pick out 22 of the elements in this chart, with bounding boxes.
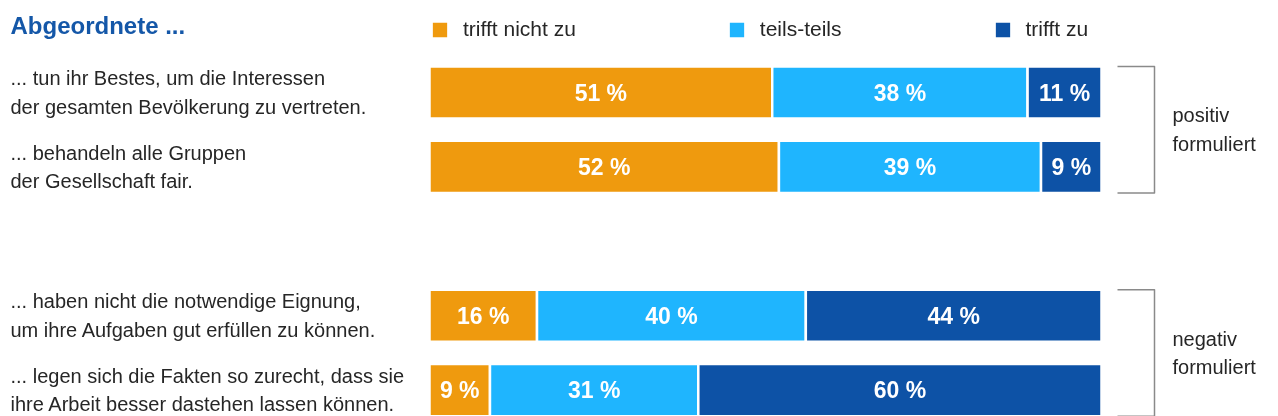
data-label: 16 %: [457, 302, 510, 329]
y-tick-label: ... haben nicht die notwendige Eignung, um ihre Aufgaben gut erfüllen zu können.: [10, 290, 376, 341]
data-label: 9 %: [439, 377, 480, 404]
data-label: 44 %: [927, 302, 980, 329]
text: negativ formuliert: [1172, 327, 1257, 379]
legend-label: teils-teils: [759, 17, 842, 41]
data-label: 40 %: [645, 302, 698, 329]
data-label: 9 %: [1051, 153, 1092, 180]
data-label: 31 %: [567, 377, 621, 404]
text: Abgeordnete ...: [10, 12, 186, 39]
data-label: 39 %: [883, 153, 937, 180]
legend-label: trifft zu: [1025, 17, 1089, 41]
data-label: 60 %: [873, 377, 927, 404]
data-label: 38 %: [873, 79, 927, 106]
text: positiv formuliert: [1172, 104, 1257, 155]
legend-label: trifft nicht zu: [463, 17, 576, 41]
data-label: 11 %: [1038, 79, 1091, 106]
data-label: 51 %: [574, 79, 628, 106]
y-tick-label: ... behandeln alle Gruppen der Gesellschaft fair.: [10, 141, 247, 193]
data-label: 52 %: [578, 153, 631, 180]
y-tick-label: ... tun ihr Bestes, um die Interessen der gesamten Bevölkerung zu vertreten.: [10, 67, 367, 118]
y-tick-label: ... legen sich die Fakten so zurecht, dass sie ihre Arbeit besser dastehen lassen können.: [10, 364, 405, 416]
